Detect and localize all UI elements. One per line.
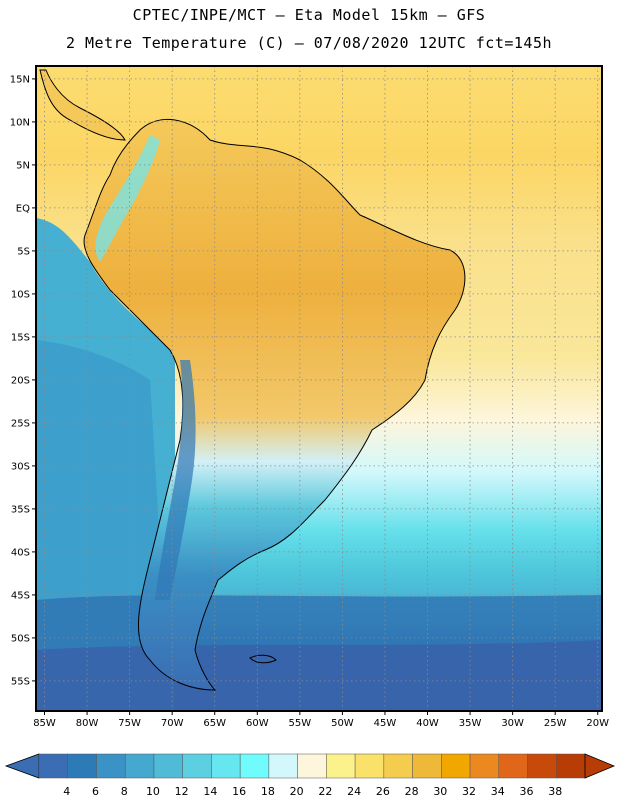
- colorbar-swatch: [441, 753, 471, 779]
- colorbar-label: 20: [290, 785, 304, 798]
- lat-tick-label: 50S: [11, 633, 30, 644]
- colorbar-swatch: [96, 753, 126, 779]
- lat-tick-label: 35S: [11, 504, 30, 515]
- colorbar-label: 14: [203, 785, 217, 798]
- colorbar-swatch: [498, 753, 528, 779]
- colorbar-swatch: [182, 753, 212, 779]
- colorbar-swatch: [297, 753, 327, 779]
- lat-tick-label: 5S: [17, 246, 30, 257]
- colorbar-label: 6: [92, 785, 99, 798]
- colorbar-label: 16: [232, 785, 246, 798]
- chart-title: CPTEC/INPE/MCT – Eta Model 15km – GFS: [132, 6, 486, 24]
- latitude-labels: 15N 10N 5N EQ 5S 10S 15S 20S 25S 30S 35S 40S 45S 50S 5…: [10, 74, 36, 687]
- falkland-islands: [249, 654, 277, 664]
- colorbar-swatch: [211, 753, 241, 779]
- colorbar-swatch: [383, 753, 413, 779]
- colorbar-swatch: [268, 753, 298, 779]
- lon-tick-label: 40W: [416, 718, 439, 729]
- lat-tick-label: 5N: [16, 160, 30, 171]
- colorbar-swatch: [412, 753, 442, 779]
- colorbar-label: 24: [347, 785, 361, 798]
- colorbar-swatch: [239, 753, 270, 779]
- colorbar-swatch: [326, 753, 356, 779]
- colorbar-label: 36: [520, 785, 534, 798]
- lon-tick-label: 75W: [118, 718, 141, 729]
- colorbar-over-arrow: [584, 753, 616, 779]
- lat-tick-label: 55S: [11, 676, 30, 687]
- colorbar-swatch: [469, 753, 500, 779]
- central-america-landmass: [39, 69, 126, 141]
- far-south-region: [36, 640, 602, 711]
- colorbar-label: 8: [121, 785, 128, 798]
- lat-tick-label: 10N: [10, 117, 30, 128]
- lon-tick-label: 70W: [161, 718, 184, 729]
- lon-tick-label: 60W: [246, 718, 269, 729]
- colorbar-label: 30: [433, 785, 447, 798]
- longitude-labels: 85W 80W 75W 70W 65W 60W 55W 50W 45W 40W 35W 30W 25W 2…: [33, 711, 609, 729]
- colorbar-label: 28: [405, 785, 419, 798]
- colorbar-label: 32: [462, 785, 476, 798]
- lon-tick-label: 80W: [76, 718, 99, 729]
- colorbar-under-arrow: [4, 753, 40, 779]
- lon-tick-label: 65W: [203, 718, 226, 729]
- colorbar-swatch: [67, 753, 97, 779]
- lon-tick-label: 25W: [544, 718, 567, 729]
- colorbar-label: 12: [175, 785, 189, 798]
- lat-tick-label: 15S: [11, 332, 30, 343]
- colorbar-label: 18: [261, 785, 275, 798]
- lon-tick-label: 20W: [586, 718, 609, 729]
- colorbar-label: 26: [376, 785, 390, 798]
- lon-tick-label: 55W: [289, 718, 312, 729]
- colorbar-label: 10: [146, 785, 160, 798]
- colorbar-swatch: [153, 753, 183, 779]
- colorbar-label: 22: [318, 785, 332, 798]
- colorbar-label: 4: [63, 785, 70, 798]
- andes-south-strip: [155, 360, 196, 600]
- colorbar-label: 38: [548, 785, 562, 798]
- lon-tick-label: 30W: [501, 718, 524, 729]
- chart-subtitle: 2 Metre Temperature (C) – 07/08/2020 12U…: [65, 34, 553, 52]
- lon-tick-label: 50W: [331, 718, 354, 729]
- lon-tick-label: 35W: [459, 718, 482, 729]
- colorbar: 4 6 8 10 12 14 16 18 20 22 24 26 28 30 32 34 36 38: [4, 753, 616, 798]
- lat-tick-label: 45S: [11, 590, 30, 601]
- lat-tick-label: 20S: [11, 375, 30, 386]
- lon-tick-label: 45W: [374, 718, 397, 729]
- lat-tick-label: 10S: [11, 289, 30, 300]
- colorbar-swatch: [527, 753, 557, 779]
- lat-tick-label: EQ: [16, 203, 30, 214]
- colorbar-swatch: [556, 753, 586, 779]
- colorbar-swatch: [38, 753, 68, 779]
- colorbar-label: 34: [491, 785, 505, 798]
- lat-tick-label: 40S: [11, 547, 30, 558]
- lat-tick-label: 30S: [11, 461, 30, 472]
- lon-tick-label: 85W: [33, 718, 56, 729]
- colorbar-swatch: [124, 753, 155, 779]
- andes-cool-strip: [95, 135, 160, 262]
- colorbar-swatch: [354, 753, 385, 779]
- map-frame: [35, 65, 603, 712]
- lat-tick-label: 15N: [10, 74, 30, 85]
- lat-tick-label: 25S: [11, 418, 30, 429]
